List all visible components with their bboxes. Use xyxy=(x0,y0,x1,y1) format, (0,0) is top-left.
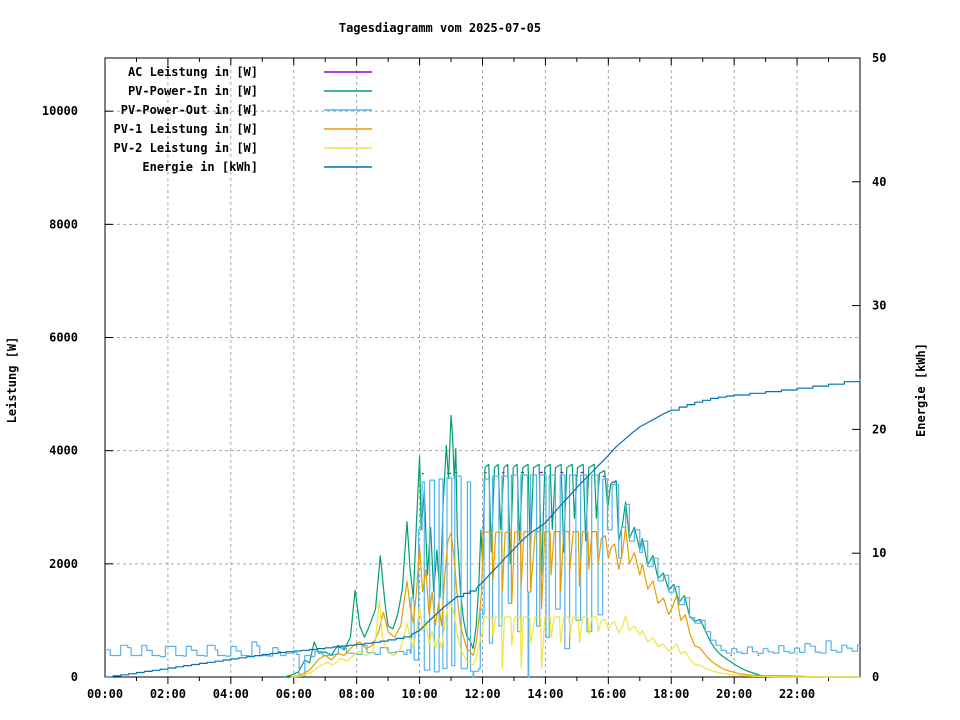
y-right-tick-label: 40 xyxy=(872,175,886,189)
y-left-tick-label: 2000 xyxy=(49,557,78,571)
legend-label-energie: Energie in [kWh] xyxy=(142,160,258,174)
x-tick-label: 08:00 xyxy=(339,687,375,701)
legend-label-pv2-leistung: PV-2 Leistung in [W] xyxy=(114,141,259,155)
y-left-tick-label: 10000 xyxy=(42,104,78,118)
series-pv-power-out xyxy=(105,474,861,678)
y-right-tick-label: 30 xyxy=(872,299,886,313)
y-right-tick-label: 10 xyxy=(872,546,886,560)
x-tick-label: 22:00 xyxy=(779,687,815,701)
x-tick-label: 04:00 xyxy=(213,687,249,701)
y-right-tick-label: 0 xyxy=(872,670,879,684)
right-axis-title: Energie [kWh] xyxy=(914,343,928,437)
x-tick-label: 20:00 xyxy=(716,687,752,701)
x-tick-label: 12:00 xyxy=(464,687,500,701)
y-left-tick-label: 6000 xyxy=(49,331,78,345)
series-pv1-leistung xyxy=(290,527,860,678)
series-pv2-leistung xyxy=(292,599,860,678)
x-tick-label: 16:00 xyxy=(590,687,626,701)
legend-label-pv-power-out: PV-Power-Out in [W] xyxy=(121,103,258,117)
y-left-tick-label: 0 xyxy=(71,670,78,684)
legend-label-pv1-leistung: PV-1 Leistung in [W] xyxy=(114,122,259,136)
left-axis-title: Leistung [W] xyxy=(5,337,19,424)
series-pv-power-in xyxy=(284,414,860,678)
x-tick-label: 10:00 xyxy=(402,687,438,701)
x-tick-label: 00:00 xyxy=(87,687,123,701)
legend-label-pv-power-in: PV-Power-In in [W] xyxy=(128,84,258,98)
y-left-tick-label: 4000 xyxy=(49,444,78,458)
y-right-tick-label: 50 xyxy=(872,51,886,65)
y-left-tick-label: 8000 xyxy=(49,217,78,231)
legend-label-ac-leistung: AC Leistung in [W] xyxy=(128,65,258,79)
x-tick-label: 14:00 xyxy=(527,687,563,701)
chart-title: Tagesdiagramm vom 2025-07-05 xyxy=(339,21,541,35)
series-energie xyxy=(105,378,861,678)
x-tick-label: 02:00 xyxy=(150,687,186,701)
x-tick-label: 18:00 xyxy=(653,687,689,701)
y-right-tick-label: 20 xyxy=(872,422,886,436)
x-tick-label: 06:00 xyxy=(276,687,312,701)
